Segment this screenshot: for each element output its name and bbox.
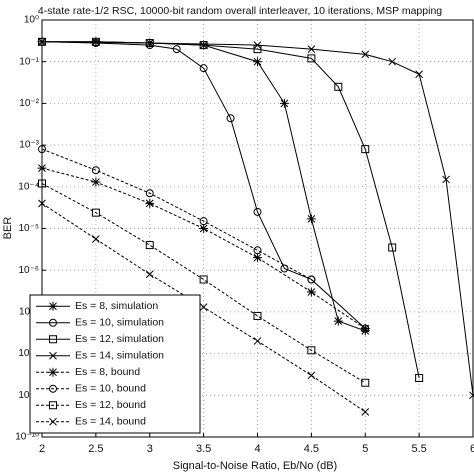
data-point	[333, 316, 343, 326]
series-line	[41, 183, 366, 384]
data-point	[334, 82, 343, 91]
data-point	[361, 408, 370, 416]
y-tick-label: 10⁰	[24, 15, 39, 26]
series-line	[42, 41, 366, 332]
x-tick-label: 2.5	[88, 443, 103, 455]
y-tick-label: 10⁻⁹	[18, 390, 39, 401]
data-point	[307, 346, 316, 355]
x-tick-label: 3	[147, 443, 153, 455]
legend-marker	[49, 351, 57, 360]
data-point	[253, 253, 262, 263]
data-point	[388, 57, 397, 66]
legend-box	[29, 294, 201, 434]
x-tick-label: 4.5	[304, 443, 319, 455]
legend-marker	[48, 301, 58, 311]
data-point	[172, 45, 181, 54]
y-tick-label: 10⁻⁵	[18, 223, 39, 234]
data-point	[92, 235, 100, 243]
legend-label: Es = 14, simulation	[75, 350, 164, 362]
data-point	[306, 214, 316, 224]
data-point	[199, 303, 208, 312]
x-axis-label: Signal-to-Noise Ratio, Eb/No (dB)	[173, 460, 337, 472]
y-tick-label: 10⁻⁷	[19, 307, 39, 318]
data-point	[361, 378, 370, 387]
data-point	[307, 371, 316, 380]
data-point	[253, 57, 262, 67]
x-tick-label: 2	[39, 443, 45, 455]
data-point	[38, 145, 46, 154]
data-point	[199, 224, 209, 233]
legend-marker	[49, 417, 57, 426]
data-point	[38, 179, 46, 188]
data-point	[38, 37, 46, 46]
legend-label: Es = 10, simulation	[75, 317, 164, 329]
data-point	[415, 70, 423, 79]
legend: Es = 8, simulation Es = 10, simulation Es …	[29, 294, 201, 434]
data-point	[360, 323, 370, 333]
data-point	[307, 54, 316, 63]
y-tick-label: 10⁻⁸	[18, 348, 39, 359]
plot-frame	[41, 19, 474, 438]
data-point	[145, 198, 155, 208]
series-line	[41, 148, 312, 280]
x-tick-label: 6	[470, 443, 474, 455]
x-tick-label: 3.5	[196, 443, 211, 455]
data-point	[91, 37, 100, 46]
data-point	[388, 243, 397, 252]
legend-marker	[49, 335, 57, 344]
y-tick-label: 10⁻⁶	[18, 265, 39, 276]
data-point	[91, 208, 100, 217]
data-point	[199, 275, 208, 284]
data-point	[280, 264, 289, 273]
y-tick-label: 10⁻²	[19, 98, 39, 109]
data-point	[91, 177, 101, 187]
legend-marker	[48, 367, 58, 377]
data-point	[91, 166, 100, 175]
y-tick-label: 10⁻⁴	[18, 181, 39, 192]
data-point	[253, 207, 262, 216]
data-point	[361, 50, 370, 59]
y-tick-label: 10⁻¹⁰	[15, 432, 39, 443]
data-point	[415, 373, 424, 382]
data-point	[199, 217, 208, 226]
legend-marker	[49, 401, 57, 410]
x-tick-label: 5	[362, 443, 368, 455]
data-point	[279, 98, 289, 108]
data-point	[442, 175, 450, 184]
data-point	[307, 45, 316, 54]
data-point	[253, 337, 262, 345]
legend-label: Es = 10, bound	[75, 383, 146, 395]
legend-marker	[49, 384, 57, 393]
data-point	[145, 189, 154, 198]
data-point	[199, 41, 208, 50]
data-point	[145, 39, 154, 47]
data-point	[199, 64, 208, 73]
y-tick-label: 10⁻³	[19, 140, 39, 151]
data-point	[253, 311, 262, 320]
legend-label: Es = 8, simulation	[75, 300, 158, 312]
data-point	[226, 114, 235, 123]
data-point	[361, 145, 370, 154]
legend-label: Es = 8, bound	[75, 366, 140, 378]
legend-label: Es = 14, bound	[75, 416, 146, 428]
y-tick-label: 10⁻¹	[19, 56, 39, 67]
data-point	[253, 41, 262, 49]
chart-title: 4-state rate-1/2 RSC, 10000-bit random o…	[38, 5, 442, 17]
data-point	[306, 287, 316, 297]
series-line	[41, 41, 366, 329]
data-point	[37, 163, 47, 173]
y-axis-label: BER	[2, 217, 14, 240]
legend-label: Es = 12, simulation	[75, 333, 164, 345]
legend-label: Es = 12, bound	[75, 399, 146, 411]
data-point	[145, 241, 154, 250]
x-tick-label: 5.5	[411, 443, 426, 455]
data-point	[253, 246, 262, 255]
x-tick-label: 4	[254, 443, 260, 455]
data-point	[469, 391, 474, 400]
data-point	[307, 275, 316, 284]
data-point	[145, 270, 154, 279]
legend-marker	[49, 318, 57, 327]
data-point	[38, 199, 46, 208]
